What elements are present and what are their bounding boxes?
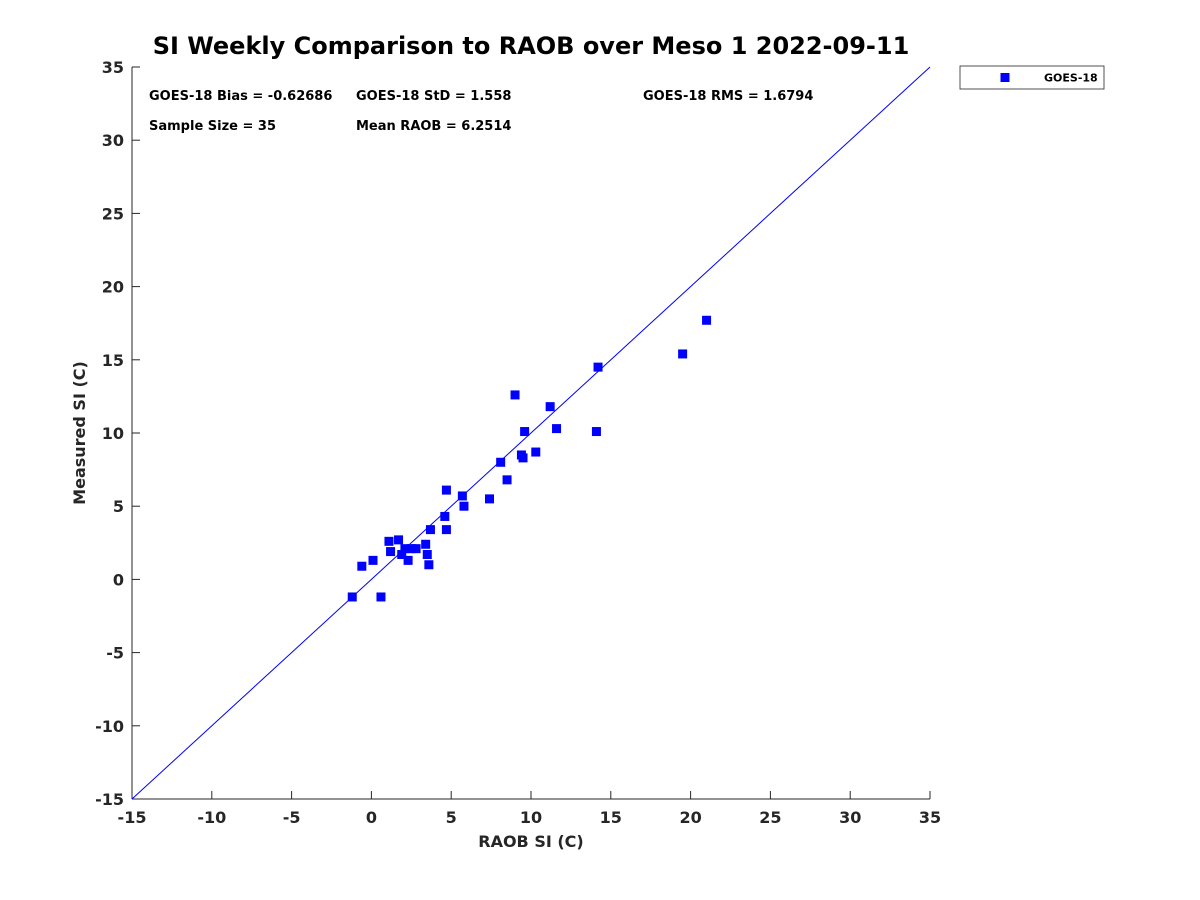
data-point-13	[422, 550, 432, 560]
x-tick-label-2: -5	[283, 808, 301, 827]
data-point-27	[520, 427, 530, 437]
y-tick-label-2: -5	[106, 644, 124, 663]
x-tick-label-7: 20	[679, 808, 701, 827]
x-tick-label-0: -15	[118, 808, 147, 827]
stat-mean-raob: Mean RAOB = 6.2514	[356, 119, 511, 134]
legend-marker-goes-18	[1000, 73, 1010, 82]
data-point-1	[376, 592, 386, 602]
y-tick-label-4: 5	[113, 497, 124, 516]
x-tick-label-3: 0	[366, 808, 377, 827]
data-point-30	[552, 424, 562, 434]
y-tick-label-1: -10	[95, 717, 124, 736]
data-point-32	[593, 362, 603, 372]
data-point-4	[384, 536, 394, 546]
data-point-6	[394, 535, 404, 545]
one-to-one-line	[131, 66, 931, 800]
stat-bias: GOES-18 Bias = -0.62686	[149, 89, 332, 104]
data-point-29	[545, 402, 555, 412]
data-point-2	[357, 561, 367, 571]
data-point-5	[386, 547, 396, 557]
data-point-20	[459, 501, 469, 511]
chart-title: SI Weekly Comparison to RAOB over Meso 1…	[153, 32, 910, 60]
data-point-21	[485, 494, 495, 504]
data-point-11	[411, 544, 421, 554]
legend-label-goes-18: GOES-18	[1044, 72, 1098, 85]
stat-sample-size: Sample Size = 35	[149, 119, 276, 134]
data-point-3	[368, 555, 378, 565]
legend-box	[959, 65, 1105, 90]
x-tick-label-1: -10	[197, 808, 226, 827]
data-point-23	[502, 475, 512, 485]
stat-rms: GOES-18 RMS = 1.6794	[643, 89, 813, 104]
x-tick-label-8: 25	[759, 808, 781, 827]
data-point-24	[510, 390, 520, 400]
data-point-17	[441, 485, 451, 495]
x-tick-label-4: 5	[446, 808, 457, 827]
x-tick-label-6: 15	[600, 808, 622, 827]
data-point-8	[400, 544, 410, 554]
y-tick-label-7: 20	[102, 278, 124, 297]
data-point-10	[406, 544, 416, 554]
data-point-18	[441, 525, 451, 535]
x-tick-label-10: 35	[919, 808, 941, 827]
x-axis-label: RAOB SI (C)	[478, 832, 583, 851]
x-tick-label-9: 30	[839, 808, 861, 827]
y-tick-label-6: 15	[102, 351, 124, 370]
data-point-34	[702, 315, 712, 325]
data-point-12	[421, 539, 431, 549]
data-point-15	[425, 525, 435, 535]
data-point-28	[531, 447, 541, 457]
data-point-7	[397, 550, 407, 560]
x-tick-label-5: 10	[520, 808, 542, 827]
stat-std: GOES-18 StD = 1.558	[356, 89, 511, 104]
data-point-0	[347, 592, 357, 602]
data-point-9	[403, 555, 413, 565]
y-tick-label-5: 10	[102, 424, 124, 443]
plot-area: -15 -10 -5 0 5 10 15 20 25 30 35 -15 -10 -5 0 5 10 15 20 25…	[95, 58, 941, 827]
data-point-31	[591, 427, 601, 437]
y-tick-label-8: 25	[102, 204, 124, 223]
data-point-22	[496, 457, 506, 467]
y-tick-label-0: -15	[95, 790, 124, 809]
y-tick-label-3: 0	[113, 570, 124, 589]
data-point-14	[424, 560, 434, 570]
legend: GOES-18	[959, 65, 1105, 90]
y-axis-label: Measured SI (C)	[70, 361, 89, 505]
y-tick-label-9: 30	[102, 131, 124, 150]
data-point-19	[457, 491, 467, 501]
y-tick-label-10: 35	[102, 58, 124, 77]
data-point-16	[440, 511, 450, 521]
data-point-26	[518, 453, 528, 463]
data-point-33	[678, 349, 688, 359]
